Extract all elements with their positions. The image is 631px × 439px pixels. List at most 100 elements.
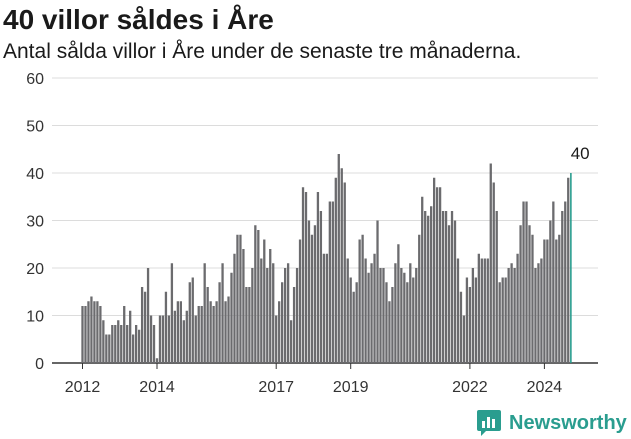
bar <box>480 258 483 363</box>
bar <box>167 315 171 363</box>
bar <box>558 234 561 363</box>
bar <box>275 315 278 363</box>
bar <box>343 182 346 363</box>
x-tick-label: 2012 <box>65 379 101 396</box>
bar <box>328 201 331 363</box>
bar <box>441 211 445 363</box>
bar <box>295 268 299 363</box>
bar <box>537 263 540 363</box>
newsworthy-logo[interactable]: Newsworthy <box>476 408 627 438</box>
bar <box>444 211 448 363</box>
bar <box>173 310 177 363</box>
bar <box>218 282 221 363</box>
bar <box>283 268 287 363</box>
bar <box>501 277 504 363</box>
bar <box>543 239 546 363</box>
bar <box>310 234 314 363</box>
bar <box>322 253 326 363</box>
bar <box>486 258 489 363</box>
bar <box>555 239 558 363</box>
bar <box>477 253 480 363</box>
bar <box>248 287 251 363</box>
bar <box>292 287 296 363</box>
bar <box>412 277 415 363</box>
bar <box>364 258 367 363</box>
bar <box>376 220 379 363</box>
bar <box>170 263 174 363</box>
bar <box>140 287 144 363</box>
bar <box>84 306 87 363</box>
y-tick-label: 0 <box>35 356 44 373</box>
bar <box>525 201 528 363</box>
bar <box>346 258 349 363</box>
bar <box>418 234 421 363</box>
bar <box>298 239 302 363</box>
bar <box>456 258 460 363</box>
bar <box>242 249 245 363</box>
bar <box>236 234 239 363</box>
bar <box>233 253 236 363</box>
bar <box>108 334 111 363</box>
x-tick-label: 2017 <box>258 379 294 396</box>
bar <box>427 215 430 363</box>
bar <box>152 325 156 363</box>
bar <box>87 301 90 363</box>
bar-chart-icon <box>477 410 501 436</box>
bar <box>352 291 355 363</box>
bar <box>188 282 191 363</box>
bar <box>498 282 501 363</box>
bar <box>564 201 567 363</box>
bar <box>397 244 400 363</box>
bar <box>421 196 424 363</box>
bar <box>266 268 269 363</box>
bar <box>325 253 329 363</box>
bar <box>245 287 248 363</box>
bar <box>120 325 123 363</box>
bar <box>450 211 454 363</box>
bar <box>406 282 409 363</box>
bar <box>123 306 126 363</box>
bar <box>260 258 263 363</box>
bar <box>179 301 182 363</box>
bar <box>227 296 230 363</box>
bar <box>367 272 370 363</box>
bar <box>438 187 442 363</box>
bar <box>528 225 531 363</box>
bar <box>492 182 495 363</box>
bar <box>471 268 475 363</box>
bar <box>340 168 343 363</box>
chart-title: 40 villor såldes i Åre <box>3 4 274 35</box>
bar <box>435 187 439 363</box>
bar <box>105 334 108 363</box>
x-tick-label: 2019 <box>333 379 369 396</box>
x-tick-label: 2022 <box>452 379 488 396</box>
bar <box>391 287 394 363</box>
bar <box>313 225 317 363</box>
bar <box>143 291 147 363</box>
bar <box>495 211 498 363</box>
bar <box>468 287 472 363</box>
bar <box>96 301 99 363</box>
bar <box>400 268 403 363</box>
bar <box>507 268 510 363</box>
bar <box>212 306 215 363</box>
bar <box>129 310 132 363</box>
bar <box>146 268 150 363</box>
bar <box>355 282 358 363</box>
y-tick-label: 30 <box>26 214 44 231</box>
bar <box>540 258 543 363</box>
bar <box>132 334 135 363</box>
bar <box>415 268 418 363</box>
bar <box>403 272 406 363</box>
bar <box>304 192 308 363</box>
bar <box>254 225 257 363</box>
bar <box>546 239 549 363</box>
bar <box>474 277 478 363</box>
bar <box>567 177 570 363</box>
bar <box>531 234 534 363</box>
bar <box>99 306 102 363</box>
bar <box>489 163 492 363</box>
bar <box>251 268 254 363</box>
x-tick-label: 2024 <box>527 379 563 396</box>
